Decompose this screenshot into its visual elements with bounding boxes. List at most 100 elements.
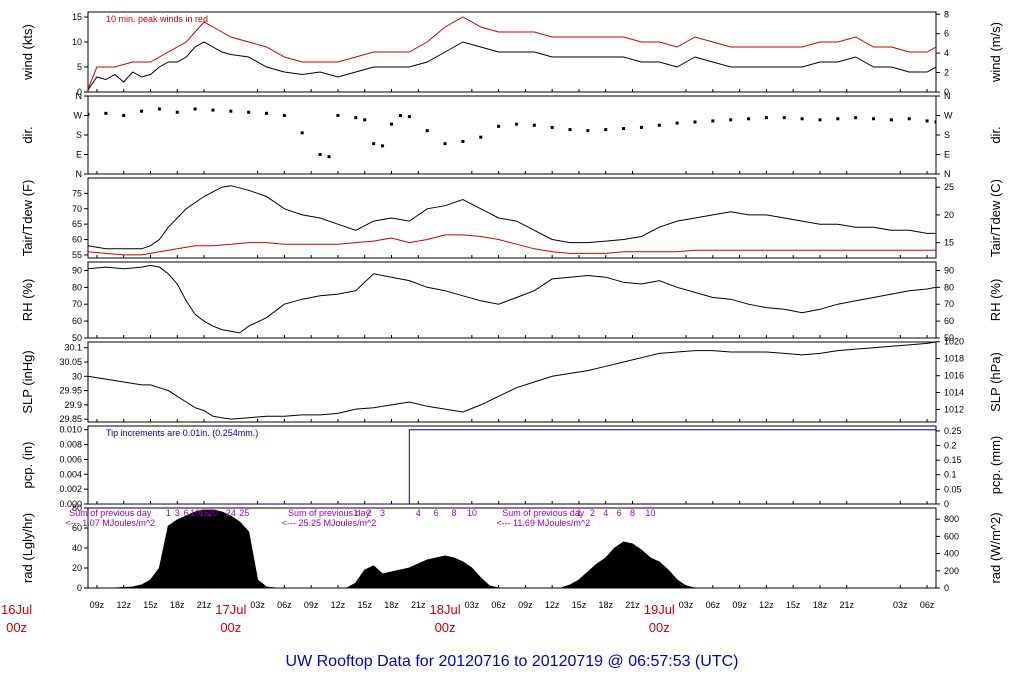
time-tick-label: 18z — [170, 600, 185, 610]
y-tick-label: 0.008 — [59, 440, 82, 450]
time-tick-label: 03z — [893, 600, 908, 610]
time-tick-label: 18z — [384, 600, 399, 610]
direction-point — [925, 119, 929, 123]
direction-point — [389, 122, 393, 126]
hour-marker: 1 — [166, 508, 171, 518]
date-label-hour: 00z — [6, 620, 27, 635]
time-tick-label: 06z — [706, 600, 721, 610]
y-tick-label: 10 — [72, 37, 82, 47]
direction-point — [497, 124, 501, 128]
direction-point — [327, 155, 331, 159]
direction-point — [398, 114, 402, 117]
right-tick-label: 0 — [944, 583, 949, 593]
direction-point — [675, 121, 679, 125]
radiation-sum-annotation: Sum of previous day — [502, 508, 585, 518]
direction-point — [372, 142, 376, 146]
panel-wind: 0 5 10 15 0 2 4 6 8 wind (kts) wind (m/s) 10 min. p… — [20, 9, 1003, 97]
y-axis-label: pcp. (in) — [20, 442, 35, 489]
right-tick-label: 4 — [944, 48, 949, 58]
right-tick-label: 90 — [944, 265, 954, 275]
y-axis-label: SLP (inHg) — [20, 350, 35, 413]
time-tick-label: 12z — [545, 600, 560, 610]
y-tick-label: 20 — [72, 563, 82, 573]
direction-point — [336, 114, 340, 117]
direction-point — [104, 111, 108, 115]
hour-marker: 6 — [434, 508, 439, 518]
right-tick-label: 50 — [944, 333, 954, 343]
radiation-sum-annotation: <--- 1.07 MJoules/m^2 — [66, 518, 156, 528]
direction-point — [443, 142, 447, 146]
y-tick-label: S — [76, 130, 82, 140]
right-tick-label: 0.05 — [944, 484, 962, 494]
time-tick-label: 15z — [357, 600, 372, 610]
time-tick-label: 09z — [732, 600, 747, 610]
direction-point — [122, 114, 126, 117]
right-tick-label: S — [944, 130, 950, 140]
radiation-sum-annotation: Sum of previous day — [288, 508, 371, 518]
panel-note: Tip increments are 0.01in. (0.254mm.) — [106, 428, 258, 438]
time-tick-label: 12z — [116, 600, 131, 610]
time-tick-label: 06z — [277, 600, 292, 610]
right-tick-label: 0.25 — [944, 426, 962, 436]
radiation-sum-annotation: <--- 11.69 MJoules/m^2 — [496, 518, 590, 528]
direction-point — [711, 119, 715, 123]
y-axis-label: dir. — [20, 126, 35, 143]
direction-point — [764, 116, 768, 120]
y-axis-label-right: pcp. (mm) — [988, 436, 1003, 495]
direction-point — [907, 117, 911, 121]
time-tick-label: 12z — [759, 600, 774, 610]
direction-point — [88, 112, 90, 116]
hour-marker: 3 — [175, 508, 180, 518]
series-line-0 — [88, 342, 936, 420]
time-tick-label: 21z — [411, 600, 426, 610]
plot-frame — [87, 95, 937, 175]
hour-marker: 8 — [630, 508, 635, 518]
y-axis-label: Tair/Tdew (F) — [20, 180, 35, 257]
date-label: 19Jul — [644, 602, 675, 617]
right-tick-label: 0 — [944, 499, 949, 509]
direction-point — [854, 116, 858, 120]
direction-point — [568, 128, 572, 132]
right-tick-label: 200 — [944, 566, 959, 576]
right-tick-label: 20 — [944, 210, 954, 220]
direction-point — [282, 114, 286, 117]
y-tick-label: 0.002 — [59, 484, 82, 494]
direction-point — [318, 153, 322, 156]
direction-point — [604, 128, 608, 132]
plot-frame — [87, 341, 937, 423]
panel-rh: 50 60 70 80 90 50 60 70 80 90 RH (%) RH (%) — [20, 261, 1003, 343]
y-tick-label: 60 — [72, 235, 82, 245]
right-tick-label: 25 — [944, 182, 954, 192]
right-tick-label: 2 — [944, 68, 949, 78]
y-tick-label: 65 — [72, 219, 82, 229]
y-tick-label: N — [76, 169, 83, 179]
y-tick-label: 40 — [72, 543, 82, 553]
direction-point — [550, 125, 554, 129]
hour-marker: 6 — [184, 508, 189, 518]
panel-temp: 55 60 65 70 75 15 20 25 Tair/Tdew (F) Tair/Tdew (… — [20, 177, 1003, 260]
series-line-0 — [88, 429, 936, 504]
right-tick-label: 80 — [944, 282, 954, 292]
direction-point — [211, 108, 215, 112]
right-tick-label: 0.1 — [944, 470, 957, 480]
y-axis-label-right: SLP (hPa) — [988, 352, 1003, 412]
y-axis-label-right: wind (m/s) — [988, 22, 1003, 83]
date-label-hour: 00z — [649, 620, 670, 635]
right-tick-label: 1014 — [944, 388, 964, 398]
time-tick-label: 21z — [839, 600, 854, 610]
right-tick-label: 6 — [944, 29, 949, 39]
hour-marker: 8 — [451, 508, 456, 518]
right-tick-label: 400 — [944, 549, 959, 559]
time-tick-label: 12z — [331, 600, 346, 610]
time-tick-label: 21z — [197, 600, 212, 610]
time-tick-label: 09z — [304, 600, 319, 610]
y-tick-label: 29.85 — [59, 414, 82, 424]
right-tick-label: 0.15 — [944, 455, 962, 465]
hour-marker: 15 — [199, 508, 209, 518]
right-tick-label: W — [944, 111, 953, 121]
right-tick-label: 60 — [944, 316, 954, 326]
hour-marker: 10 — [645, 508, 655, 518]
y-tick-label: 90 — [72, 265, 82, 275]
